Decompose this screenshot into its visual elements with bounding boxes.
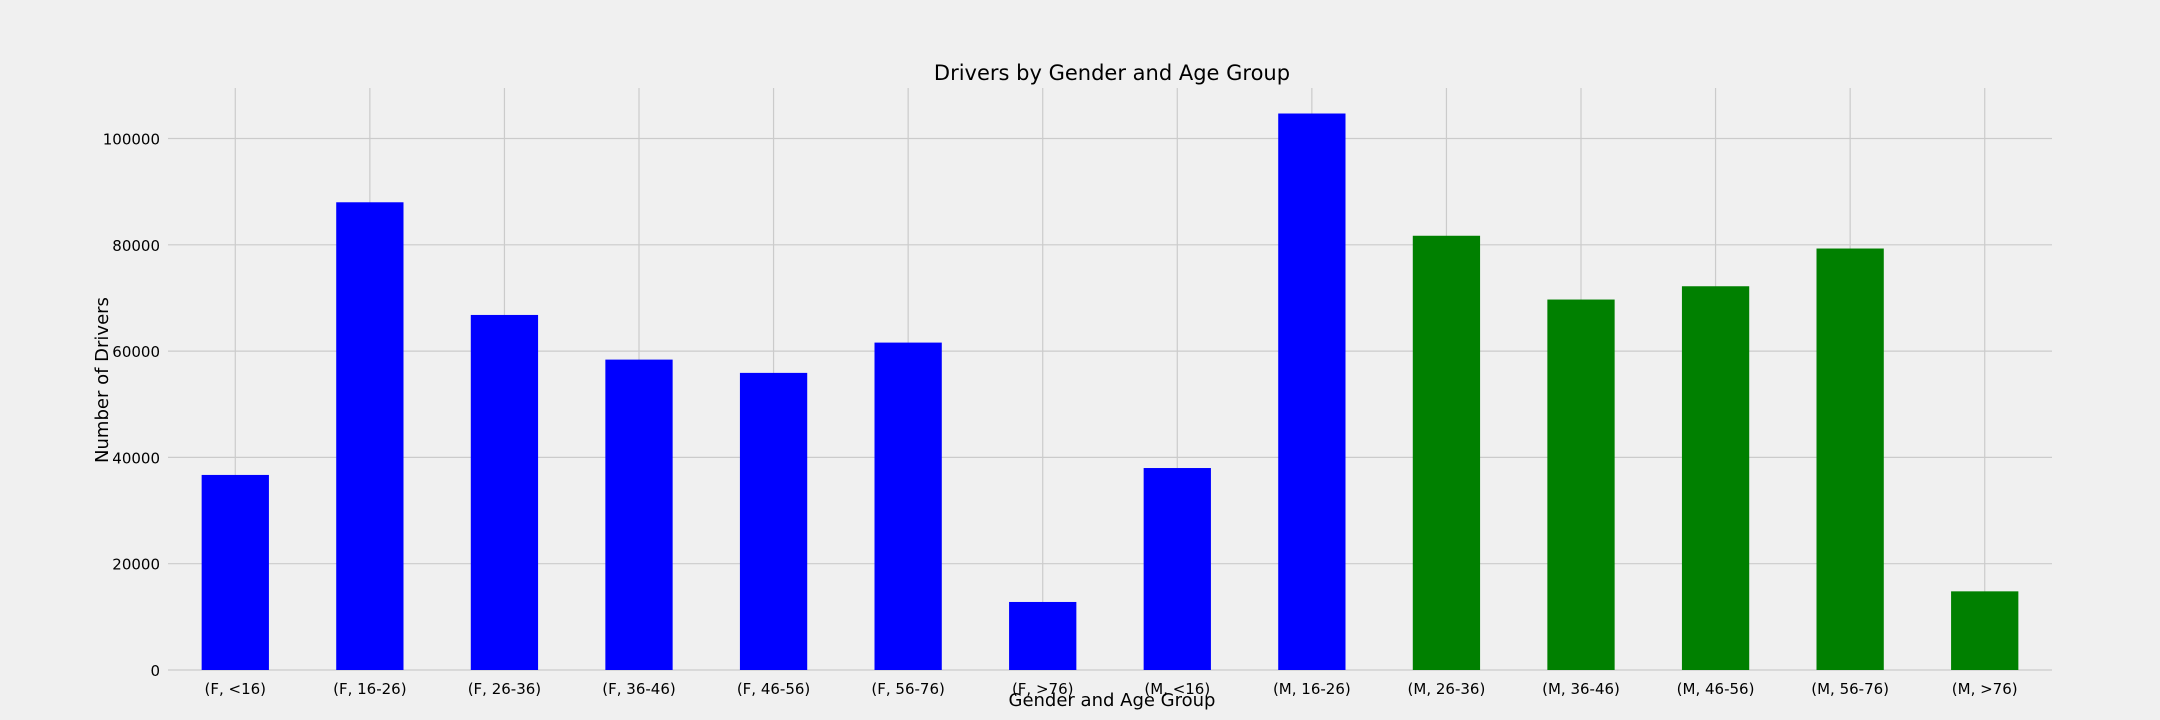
x-tick-label: (F, >76) [1012,680,1074,698]
x-tick-label: (M, 26-36) [1408,680,1486,698]
bar [470,314,539,670]
bar [739,372,808,670]
grid [168,88,2052,671]
y-tick-label: 0 [150,662,160,680]
y-tick-label: 20000 [112,556,160,574]
x-tick-label: (F, <16) [205,680,267,698]
bar [1278,113,1346,670]
bar [1681,286,1750,670]
x-tick-label: (F, 46-56) [737,680,810,698]
x-tick-label: (M, >76) [1952,680,2018,698]
bar [1547,299,1615,670]
y-tick-label: 60000 [112,343,160,361]
y-tick-label: 100000 [103,130,160,148]
y-axis-label: Number of Drivers [92,297,113,463]
bar [1009,601,1077,670]
x-tick-label: (M, 56-76) [1811,680,1889,698]
bar [1412,235,1481,670]
x-tick-label: (M, 16-26) [1273,680,1351,698]
x-tick-label: (M, 46-56) [1677,680,1755,698]
y-tick-label: 40000 [112,449,160,467]
bar [1951,591,2019,670]
x-tick-label: (M, 36-46) [1542,680,1620,698]
x-tick-label: (F, 36-46) [602,680,675,698]
y-tick-label: 80000 [112,237,160,255]
bar [1816,248,1884,670]
y-axis-ticks: 0 20000 40000 60000 80000 100000 [103,130,160,680]
x-tick-label: (F, 16-26) [333,680,406,698]
x-tick-label: (F, 56-76) [871,680,944,698]
x-axis-label: Gender and Age Group [1009,690,1216,711]
bar [874,342,942,670]
x-tick-label: (F, 26-36) [468,680,541,698]
chart-title: Drivers by Gender and Age Group [934,61,1290,85]
x-axis-ticks: (F, <16) (F, 16-26) (F, 26-36) (F, 36-46) (F… [205,680,2018,698]
bar [1143,468,1211,670]
bar [605,359,673,670]
x-tick-label: (M, <16) [1144,680,1210,698]
bars [201,113,2019,670]
bar [201,474,269,670]
bar [336,202,404,670]
